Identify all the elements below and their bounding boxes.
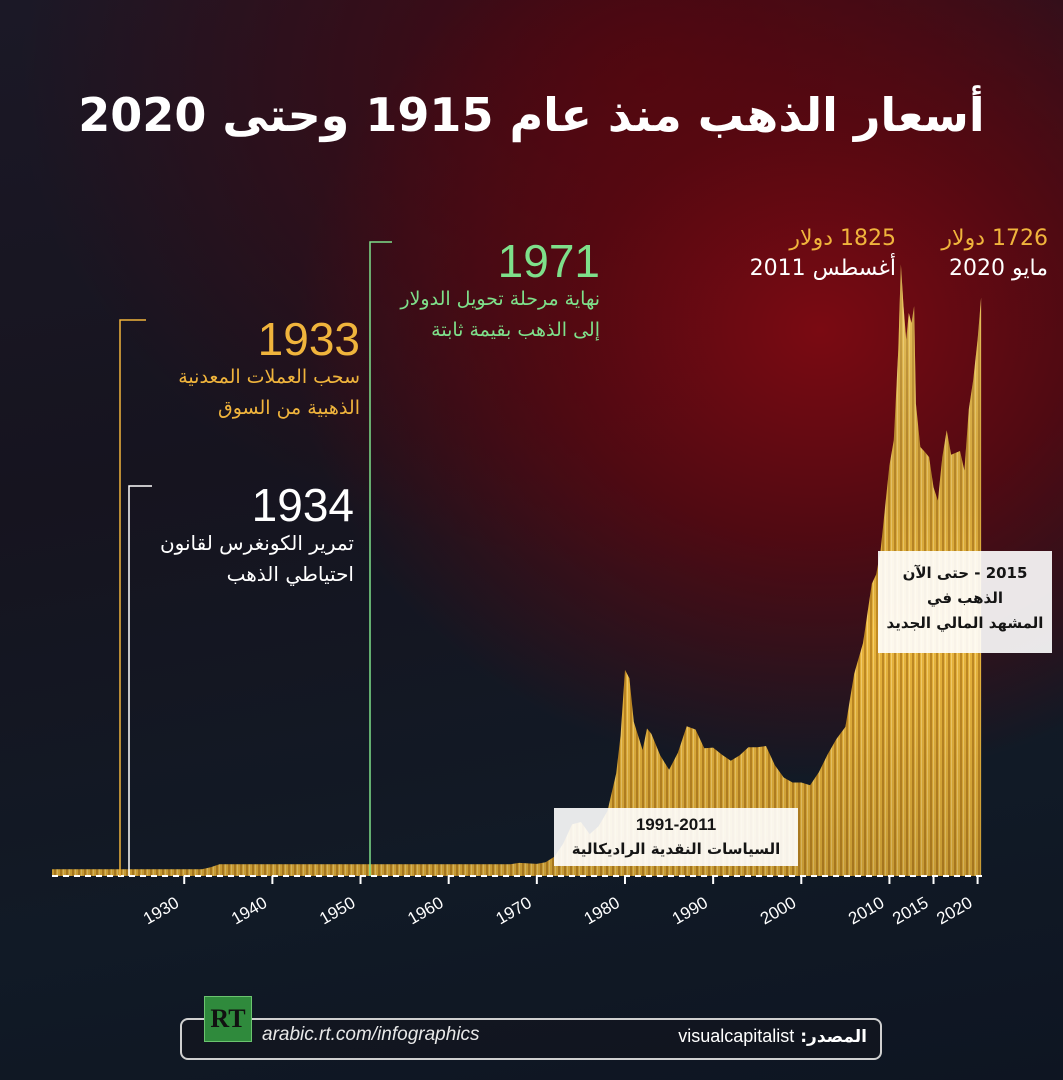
box-line: 1991-2011 — [635, 815, 717, 834]
annotation-year: 1934 — [251, 479, 354, 531]
annotation-1971: 1971 نهاية مرحلة تحويل الدولار إلى الذهب… — [372, 238, 600, 346]
x-tick-label: 1940 — [228, 893, 270, 928]
annotation-1934: 1934 تمرير الكونغرس لقانون احتياطي الذهب — [134, 482, 354, 590]
peak-date: مايو 2020 — [949, 256, 1048, 281]
annotation-1933: 1933 سحب العملات المعدنية الذهبية من الس… — [124, 316, 360, 424]
source-value: visualcapitalist — [678, 1026, 795, 1046]
annotation-text: نهاية مرحلة تحويل الدولار — [400, 288, 600, 310]
annotation-text: الذهبية من السوق — [217, 397, 360, 419]
box-line: المشهد المالي الجديد — [886, 614, 1044, 632]
x-tick-label: 1990 — [669, 893, 711, 928]
gold-price-area-shade — [52, 264, 982, 876]
peak-2020-label: 1726 دولار مايو 2020 — [900, 224, 1048, 284]
x-tick-label: 1980 — [581, 893, 623, 928]
x-tick-label: 1960 — [404, 893, 446, 928]
source-label: المصدر: — [800, 1027, 867, 1047]
annotation-year: 1933 — [257, 313, 360, 365]
x-tick-label: 2020 — [933, 893, 975, 928]
page-title: أسعار الذهب منذ عام 1915 وحتى 2020 — [78, 88, 985, 142]
x-tick-label: 2000 — [757, 893, 799, 928]
x-tick-label: 2010 — [845, 893, 887, 928]
x-tick-label: 2015 — [889, 893, 931, 928]
annotation-text: احتياطي الذهب — [226, 562, 354, 586]
x-tick-label: 1970 — [493, 893, 535, 928]
era-1991-box: 1991-2011 السياسات النقدية الراديكالية — [554, 808, 798, 866]
footer-url[interactable]: arabic.rt.com/infographics — [262, 1024, 480, 1045]
peak-price: 1825 دولار — [789, 226, 896, 251]
box-line: 2015 - حتى الآن — [902, 564, 1028, 582]
peak-2011-label: 1825 دولار أغسطس 2011 — [700, 224, 896, 284]
footer-source: المصدر: visualcapitalist — [678, 1026, 867, 1047]
x-tick-label: 1950 — [316, 893, 358, 928]
box-line: الذهب في — [927, 589, 1003, 607]
peak-price: 1726 دولار — [941, 226, 1048, 251]
rt-logo: RT — [204, 996, 252, 1042]
annotation-text: سحب العملات المعدنية — [178, 366, 360, 388]
era-2015-box: 2015 - حتى الآن الذهب في المشهد المالي ا… — [878, 551, 1052, 653]
annotation-year: 1971 — [497, 235, 600, 287]
peak-date: أغسطس 2011 — [749, 256, 896, 281]
footer-bar — [180, 1018, 882, 1060]
x-tick-label: 1930 — [140, 893, 182, 928]
box-line: السياسات النقدية الراديكالية — [571, 840, 781, 858]
annotation-text: تمرير الكونغرس لقانون — [159, 531, 354, 555]
annotation-text: إلى الذهب بقيمة ثابتة — [431, 319, 600, 341]
